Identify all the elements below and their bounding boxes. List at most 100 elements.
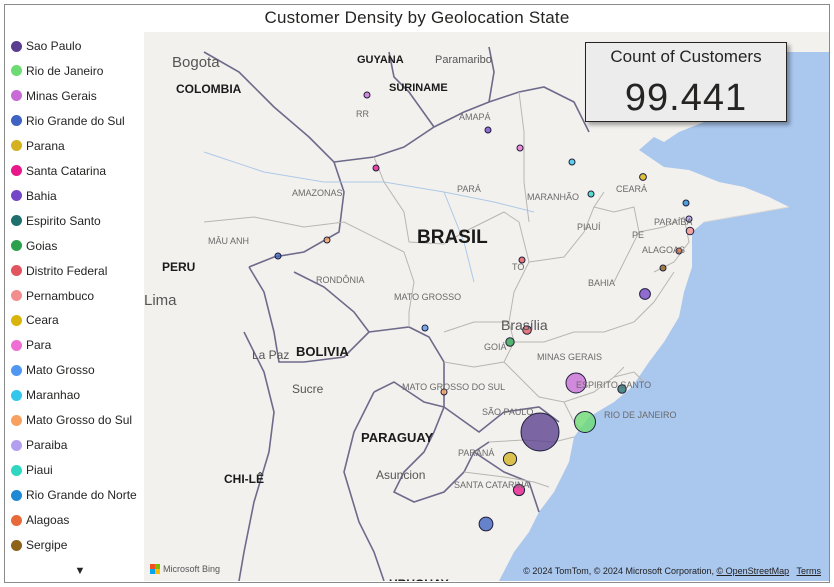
legend-item[interactable]: Mato Grosso do Sul (11, 410, 132, 430)
city-label: Asuncion (376, 468, 426, 482)
state-label: RONDÔNIA (316, 275, 365, 285)
bing-logo: Microsoft Bing (150, 564, 220, 574)
bubble-rio-grande-do-sul[interactable] (478, 516, 494, 532)
bubble-santa-catarina[interactable] (512, 483, 526, 497)
legend-marker-icon (11, 290, 22, 301)
legend-item[interactable]: Minas Gerais (11, 86, 97, 106)
legend-item[interactable]: Pernambuco (11, 286, 94, 306)
kpi-label: Count of Customers (610, 47, 762, 66)
osm-link[interactable]: © OpenStreetMap (716, 566, 790, 576)
bubble-minas-gerais[interactable] (565, 372, 587, 394)
legend-item[interactable]: Alagoas (11, 510, 69, 530)
legend-item[interactable]: Sao Paulo (11, 36, 81, 56)
legend-marker-icon (11, 439, 22, 451)
bubble-amapa[interactable] (484, 126, 492, 134)
bubble-parana[interactable] (502, 451, 518, 467)
bubble-mato-grosso-do-sul[interactable] (440, 388, 448, 396)
legend-label: Para (26, 338, 52, 353)
legend: ▼ Sao Paulo Rio de Janeiro Minas Gerais Rio… (11, 34, 147, 582)
bubble-paraiba[interactable] (685, 215, 693, 223)
bubble-sao-paulo[interactable] (520, 412, 560, 452)
legend-label: Santa Catarina (26, 163, 107, 178)
legend-marker-icon (11, 215, 22, 227)
bubble-amazonas[interactable] (274, 252, 282, 260)
bubble-roraima[interactable] (363, 91, 371, 99)
bubble-tocantins[interactable] (518, 256, 526, 264)
state-label: ALAGOAS (642, 245, 686, 255)
legend-marker-icon (11, 190, 22, 202)
bubble-distrito-federal[interactable] (522, 325, 532, 335)
state-label: AMAZONAS (292, 188, 343, 198)
legend-item[interactable]: Piaui (11, 460, 53, 480)
legend-item[interactable]: Paraiba (11, 435, 67, 455)
legend-item[interactable]: Maranhao (11, 385, 80, 405)
bubble-espirito-santo[interactable] (617, 384, 627, 394)
chevron-down-icon[interactable]: ▼ (74, 565, 86, 577)
bubble-para[interactable] (516, 144, 524, 152)
legend-item[interactable]: Distrito Federal (11, 261, 107, 281)
state-label: TO (512, 262, 525, 272)
bubble-pernambuco[interactable] (685, 226, 695, 236)
city-label: Paramaribo (435, 54, 492, 66)
bubble-sergipe[interactable] (659, 264, 667, 272)
legend-label: Maranhao (26, 388, 81, 403)
state-borders (203, 91, 690, 488)
legend-label: Pernambuco (26, 288, 95, 303)
bubble-goias[interactable] (505, 337, 515, 347)
map-area[interactable]: COLOMBIA GUYANA SURINAME BRASIL PERU BOLIVIA P… (144, 32, 829, 581)
legend-item[interactable]: Rio de Janeiro (11, 61, 103, 81)
state-label: MATO GROSSO (394, 292, 462, 302)
state-label: ESPIRITO SANTO (576, 380, 652, 390)
legend-marker-icon (11, 115, 22, 127)
legend-marker-icon (11, 140, 22, 152)
state-label: AMAPÁ (459, 112, 491, 122)
legend-item[interactable]: Santa Catarina (11, 161, 106, 181)
legend-item[interactable]: Mato Grosso (11, 360, 95, 380)
state-label: CEARÁ (616, 184, 648, 194)
legend-marker-icon (11, 489, 22, 501)
kpi-value: 99.441 (624, 77, 748, 119)
bubble-rio-de-janeiro[interactable] (574, 411, 596, 433)
legend-item[interactable]: Parana (11, 136, 65, 156)
legend-item[interactable]: Para (11, 335, 51, 355)
legend-marker-icon (11, 240, 22, 252)
bubble-acre[interactable] (372, 164, 380, 172)
visual-frame: Customer Density by Geolocation State ▼ … (4, 4, 830, 583)
country-label: URUGUAY (389, 577, 449, 581)
country-label: BRASIL (417, 227, 488, 248)
land-mass (144, 32, 829, 581)
state-label: PE (632, 230, 645, 240)
legend-label: Ceara (26, 313, 59, 328)
legend-marker-icon (11, 539, 22, 551)
legend-label: Mato Grosso do Sul (26, 413, 133, 428)
legend-item[interactable]: Rio Grande do Norte (11, 485, 137, 505)
legend-item[interactable]: Goias (11, 236, 57, 256)
legend-marker-icon (11, 314, 22, 326)
legend-item[interactable]: Bahia (11, 186, 57, 206)
bubble-maranhao[interactable] (568, 158, 576, 166)
terms-link[interactable]: Terms (796, 566, 822, 576)
legend-label: Minas Gerais (26, 88, 97, 103)
bubble-rio-grande-do-norte[interactable] (682, 199, 690, 207)
state-label: MATO GROSSO DO SUL (402, 382, 506, 392)
legend-item[interactable]: Sergipe (11, 535, 67, 555)
bubble-ceara[interactable] (639, 173, 647, 181)
chart-title: Customer Density by Geolocation State (264, 8, 570, 27)
bubble-mato-grosso[interactable] (421, 324, 429, 332)
legend-marker-icon (11, 40, 22, 52)
country-label: COLOMBIA (176, 82, 242, 96)
legend-marker-icon (11, 90, 22, 102)
bing-brand: Microsoft Bing (163, 564, 221, 574)
city-label: Lima (144, 292, 177, 309)
legend-item[interactable]: Rio Grande do Sul (11, 111, 125, 131)
legend-item[interactable]: Espirito Santo (11, 211, 101, 231)
legend-label: Alagoas (26, 513, 70, 528)
bubble-piaui[interactable] (587, 190, 595, 198)
state-label: PARAÍBA (654, 217, 693, 227)
legend-marker-icon (11, 265, 22, 277)
legend-item[interactable]: Ceara (11, 310, 59, 330)
bubble-alagoas[interactable] (675, 247, 683, 255)
bubble-bahia[interactable] (639, 288, 651, 300)
bubble-rondonia[interactable] (323, 236, 331, 244)
state-label: MARANHÃO (527, 192, 580, 202)
